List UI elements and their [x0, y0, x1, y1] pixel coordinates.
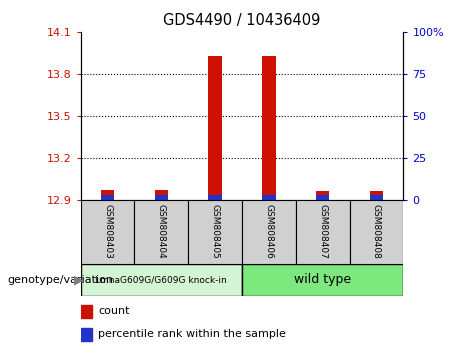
Text: count: count [99, 306, 130, 316]
Bar [81, 264, 242, 296]
Bar [101, 195, 114, 200]
Text: GSM808405: GSM808405 [211, 204, 219, 259]
Bar [349, 200, 403, 264]
Text: GSM808408: GSM808408 [372, 204, 381, 259]
Bar [208, 56, 222, 200]
Bar [316, 191, 330, 200]
Text: genotype/variation: genotype/variation [7, 275, 113, 285]
Bar [242, 264, 403, 296]
Text: GSM808403: GSM808403 [103, 204, 112, 259]
Text: GSM808407: GSM808407 [318, 204, 327, 259]
Bar [242, 200, 296, 264]
Bar [81, 200, 135, 264]
Text: GSM808406: GSM808406 [265, 204, 273, 259]
Bar [135, 200, 188, 264]
Bar [154, 195, 168, 200]
Text: percentile rank within the sample: percentile rank within the sample [99, 329, 286, 339]
Bar [188, 200, 242, 264]
Bar [81, 328, 92, 341]
Bar [370, 195, 383, 200]
Title: GDS4490 / 10436409: GDS4490 / 10436409 [163, 13, 321, 28]
Bar [81, 305, 92, 318]
Bar [370, 191, 383, 200]
Bar [262, 195, 276, 200]
Text: GSM808404: GSM808404 [157, 205, 166, 259]
Bar [154, 190, 168, 200]
Bar [101, 190, 114, 200]
Text: ▶: ▶ [74, 273, 83, 286]
Bar [208, 195, 222, 200]
Bar [262, 56, 276, 200]
Text: LmnaG609G/G609G knock-in: LmnaG609G/G609G knock-in [95, 275, 227, 284]
Text: wild type: wild type [294, 273, 351, 286]
Bar [316, 195, 330, 200]
Bar [296, 200, 349, 264]
